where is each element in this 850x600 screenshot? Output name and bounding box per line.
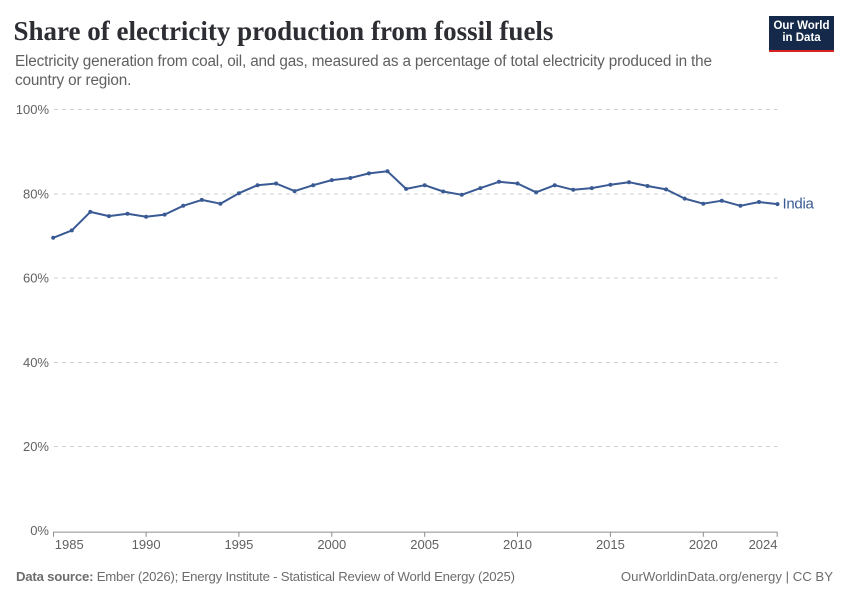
svg-text:2000: 2000: [317, 537, 346, 552]
svg-text:1990: 1990: [132, 537, 161, 552]
svg-text:1985: 1985: [55, 537, 84, 552]
svg-text:0%: 0%: [30, 523, 49, 538]
svg-text:100%: 100%: [16, 102, 50, 117]
svg-text:1995: 1995: [224, 537, 253, 552]
svg-text:40%: 40%: [23, 355, 49, 370]
svg-text:2020: 2020: [689, 537, 718, 552]
svg-text:2024: 2024: [749, 537, 778, 552]
svg-text:80%: 80%: [23, 187, 49, 202]
svg-text:2005: 2005: [410, 537, 439, 552]
svg-text:2010: 2010: [503, 537, 532, 552]
svg-text:2015: 2015: [596, 537, 625, 552]
svg-text:20%: 20%: [23, 439, 49, 454]
svg-text:India: India: [783, 196, 815, 213]
svg-text:60%: 60%: [23, 271, 49, 286]
